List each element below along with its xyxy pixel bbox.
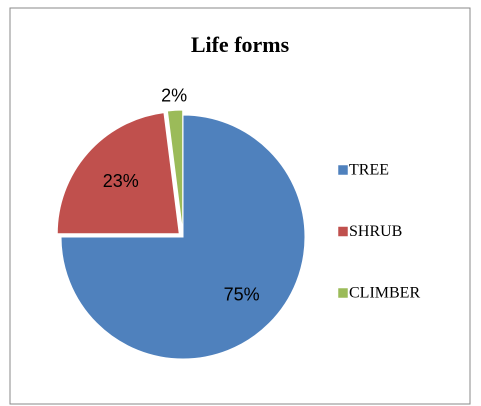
pie-slice: [56, 112, 180, 235]
data-label: 75%: [224, 284, 260, 304]
pie-slice: [60, 114, 306, 360]
legend-label: TREE: [349, 162, 389, 179]
legend-swatch: [337, 164, 349, 176]
data-label: 23%: [103, 171, 139, 191]
legend-label: CLIMBER: [349, 285, 420, 302]
data-label: 2%: [161, 86, 187, 106]
chart-title: Life forms: [191, 32, 290, 57]
pie-slice: [166, 109, 184, 233]
legend-swatch: [337, 226, 349, 237]
legend-label: SHRUB: [349, 223, 402, 240]
legend-swatch: [337, 287, 349, 299]
